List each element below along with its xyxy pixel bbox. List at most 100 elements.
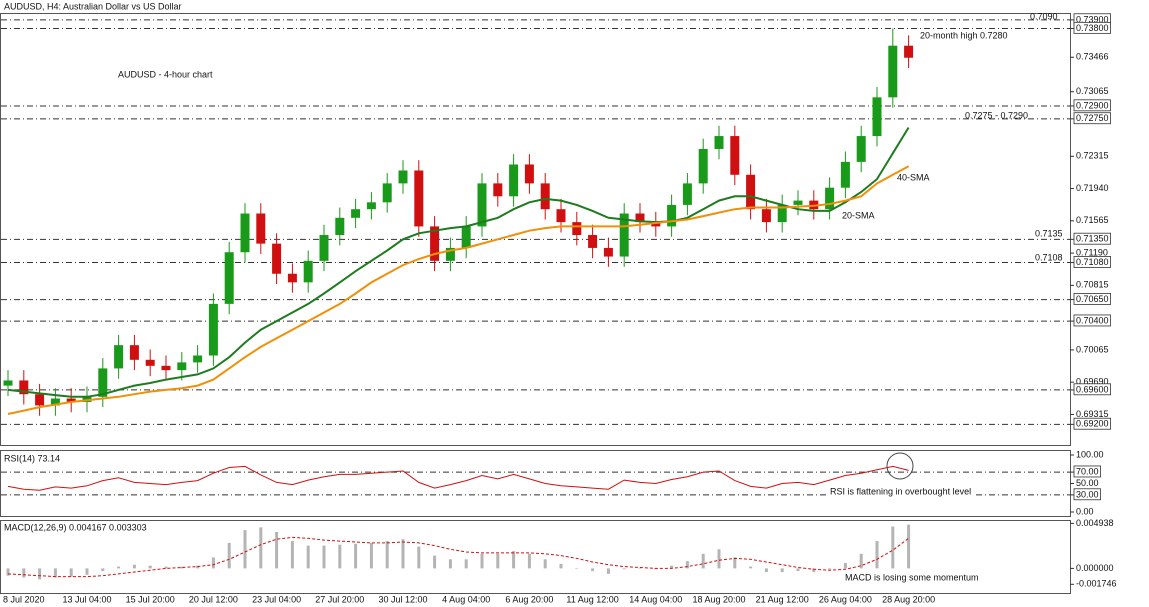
y-tick-label: 70.00 — [1076, 466, 1099, 476]
y-tick-label: 0.73466 — [1076, 52, 1109, 62]
series-label: 40-SMA — [897, 172, 930, 182]
candle-body — [872, 97, 882, 137]
candle-body — [3, 380, 13, 386]
candle-body — [398, 170, 408, 184]
y-tick-box — [1073, 417, 1111, 430]
signal-line — [7, 536, 909, 578]
macd-bar — [259, 527, 263, 569]
candle-body — [777, 204, 787, 223]
macd-bar — [796, 568, 800, 572]
macd-bar — [433, 555, 437, 569]
candle-body — [208, 303, 218, 356]
macd-bar — [164, 566, 168, 569]
x-tick-label: 13 Jul 04:00 — [62, 594, 111, 604]
macd-bar — [512, 551, 516, 569]
y-tick-label: 0.71190 — [1076, 247, 1108, 257]
rsi-highlight-circle — [886, 452, 914, 480]
candle-body — [746, 174, 756, 210]
y-tick-label: 0.71565 — [1076, 215, 1109, 225]
x-tick-label: 26 Aug 04:00 — [819, 594, 872, 604]
macd-bar — [101, 568, 105, 572]
candle-body — [509, 164, 519, 197]
annotation: 20-month high 0.7280 — [920, 30, 1008, 40]
annotation: 0.7135 — [1035, 228, 1063, 238]
macd-bar — [527, 553, 531, 569]
candle-body — [224, 252, 234, 304]
macd-bar — [812, 568, 816, 573]
macd-bar — [69, 568, 73, 577]
chart-title: AUDUSD - 4-hour chart — [118, 69, 213, 79]
macd-bar — [875, 541, 879, 569]
macd-bar — [38, 568, 42, 580]
macd-bar — [622, 568, 626, 570]
y-tick-label: 0.69690 — [1076, 377, 1109, 387]
annotation-bg — [827, 485, 975, 498]
macd-bar — [480, 553, 484, 569]
macd-bar — [275, 531, 279, 569]
macd-bar — [559, 563, 563, 569]
x-tick-label: 23 Jul 04:00 — [252, 594, 301, 604]
x-tick-label: 14 Aug 04:00 — [629, 594, 682, 604]
candle-body — [856, 136, 866, 162]
candle-body — [129, 345, 139, 360]
candle-body — [256, 213, 266, 244]
macd-bar — [591, 568, 595, 572]
y-tick-label: 50.00 — [1076, 478, 1099, 488]
macd-bar — [907, 524, 911, 569]
y-tick-label: 0.69315 — [1076, 409, 1109, 419]
candle-body — [572, 222, 582, 236]
candle-body — [667, 204, 677, 227]
macd-frame — [0, 520, 1071, 594]
candle-body — [145, 359, 155, 366]
candle-body — [445, 247, 455, 261]
sma-line — [7, 165, 910, 415]
macd-bar — [764, 568, 768, 573]
candle-body — [651, 222, 661, 227]
candle-body — [19, 380, 29, 395]
candle-body — [603, 247, 613, 257]
y-tick-box — [1073, 112, 1111, 125]
y-tick-label: 0.70400 — [1076, 315, 1109, 325]
y-tick-label: 0.73065 — [1076, 86, 1109, 96]
macd-bar — [53, 568, 57, 578]
macd-bar — [290, 541, 294, 569]
macd-bar — [227, 542, 231, 569]
candle-body — [904, 45, 914, 58]
macd-bar — [243, 530, 247, 569]
y-tick-box — [1073, 465, 1101, 478]
candle-body — [303, 260, 313, 283]
annotation: 0.7275 - 0.7290 — [965, 110, 1028, 120]
macd-bar — [211, 557, 215, 569]
x-tick-label: 15 Jul 20:00 — [126, 594, 175, 604]
x-tick-label: 20 Jul 12:00 — [189, 594, 238, 604]
macd-bar — [85, 568, 89, 575]
candle-body — [35, 394, 45, 406]
macd-bar — [338, 544, 342, 569]
candle-body — [50, 398, 60, 406]
y-tick-label: 30.00 — [1076, 489, 1099, 499]
candle-body — [477, 183, 487, 227]
candle-body — [730, 136, 740, 175]
macd-bar — [701, 553, 705, 569]
macd-bar — [180, 566, 184, 569]
candle-body — [161, 365, 171, 371]
macd-bar — [859, 553, 863, 569]
macd-bar — [385, 541, 389, 569]
candle-body — [414, 170, 424, 227]
candle-body — [588, 235, 598, 248]
macd-bar — [322, 545, 326, 569]
macd-bar — [780, 568, 784, 573]
macd-bar — [22, 568, 26, 578]
candle-body — [635, 213, 645, 223]
x-tick-label: 28 Aug 20:00 — [882, 594, 935, 604]
macd-bar — [401, 539, 405, 569]
candle-body — [114, 345, 124, 369]
y-tick-label: 0.69600 — [1076, 384, 1109, 394]
macd-bar — [543, 559, 547, 569]
macd-bar — [496, 553, 500, 569]
y-tick-box — [1073, 256, 1111, 268]
price-frame — [0, 13, 1071, 446]
macd-bar — [606, 568, 610, 574]
panel-title: RSI(14) 73.14 — [4, 453, 60, 463]
candle-body — [540, 183, 550, 210]
